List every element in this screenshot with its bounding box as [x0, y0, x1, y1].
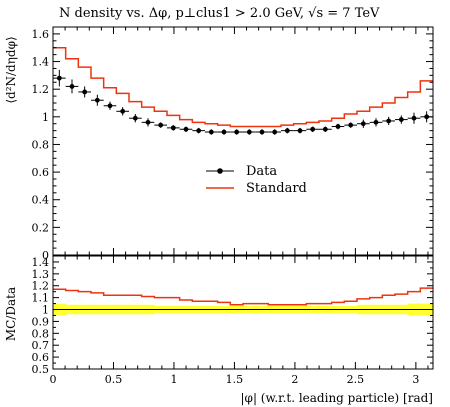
chart-title: N density vs. Δφ, p⊥clus1 > 2.0 GeV, √s …: [59, 6, 380, 21]
data-point-marker: [196, 128, 202, 134]
data-point: [319, 126, 332, 133]
data-point-marker: [56, 75, 62, 81]
top-y-tick-label: 1.4: [32, 56, 50, 69]
x-tick-label: 2.5: [347, 373, 365, 386]
data-point: [369, 118, 383, 127]
data-point-marker: [69, 84, 75, 89]
data-point: [230, 129, 243, 135]
top-y-tick-label: 1.6: [32, 28, 50, 41]
top-y-tick-label: 1.2: [32, 83, 50, 96]
data-point-marker: [82, 89, 88, 95]
data-point-marker: [132, 115, 138, 121]
data-point: [65, 79, 79, 94]
top-y-tick-label: 0.2: [32, 221, 50, 234]
data-point-marker: [170, 125, 176, 131]
standard-series-line: [53, 46, 433, 128]
ratio-y-tick-label: 1: [42, 304, 49, 317]
data-point: [306, 126, 320, 133]
data-point-marker: [373, 119, 379, 125]
data-point: [356, 119, 370, 128]
data-point-marker: [145, 119, 151, 125]
data-point-marker: [183, 126, 189, 132]
data-point: [205, 129, 218, 135]
legend: Data Standard: [206, 164, 307, 196]
ratio-y-tick-label: 1.3: [32, 268, 50, 281]
data-point: [129, 114, 142, 123]
data-point-marker: [297, 128, 303, 134]
data-point-marker: [284, 128, 290, 134]
data-point: [141, 118, 155, 127]
ratio-y-tick-label: 0.8: [32, 327, 50, 340]
top-panel-frame: [52, 26, 434, 256]
data-point-marker: [107, 103, 113, 109]
ratio-y-tick-label: 1.1: [32, 292, 50, 305]
data-point-marker: [272, 129, 278, 135]
top-y-tick-label: 0.6: [32, 166, 50, 179]
data-point-marker: [234, 129, 240, 135]
data-point-marker: [322, 126, 328, 132]
plot-layer: 00.20.40.60.811.21.41.60.50.60.70.80.911…: [32, 26, 434, 386]
data-point-marker: [259, 129, 265, 135]
ratio-y-tick-label: 0.9: [32, 315, 50, 328]
ratio-y-tick-label: 0.5: [32, 363, 50, 376]
data-point-marker: [221, 129, 227, 135]
top-panel-y-axis-label: ⟨d²N/dηdφ⟩: [4, 36, 18, 103]
x-tick-label: 0: [50, 373, 57, 386]
data-point: [116, 107, 130, 116]
data-point-marker: [386, 118, 392, 124]
data-point: [179, 126, 193, 133]
data-point: [90, 94, 104, 106]
data-point-marker: [310, 126, 316, 132]
data-point: [78, 86, 91, 98]
data-point: [243, 129, 256, 135]
ratio-y-tick-label: 1.2: [32, 280, 50, 293]
legend-standard-label: Standard: [246, 181, 307, 196]
data-point-marker: [120, 108, 126, 114]
data-point: [293, 127, 307, 134]
x-tick-label: 0.5: [105, 373, 123, 386]
legend-data-label: Data: [246, 164, 277, 179]
data-point-marker: [398, 117, 404, 122]
data-point: [344, 122, 357, 128]
data-point: [331, 123, 345, 130]
data-point-marker: [158, 122, 164, 128]
x-axis-label: |φ| (w.r.t. leading particle) [rad]: [241, 391, 434, 405]
data-point: [407, 112, 421, 124]
data-point: [268, 129, 281, 135]
top-y-tick-label: 1: [42, 111, 49, 124]
data-point: [395, 115, 408, 124]
data-point: [255, 129, 269, 135]
data-point-marker: [360, 121, 366, 127]
data-point: [166, 125, 180, 131]
data-point: [192, 127, 206, 134]
top-y-tick-label: 0.8: [32, 138, 50, 151]
x-tick-label: 3: [412, 373, 419, 386]
data-point-marker: [208, 129, 214, 135]
x-tick-label: 2: [291, 373, 298, 386]
ratio-standard-line: [53, 287, 433, 306]
x-tick-label: 1.5: [226, 373, 244, 386]
ratio-panel-frame: [52, 255, 434, 370]
data-point-marker: [94, 97, 100, 103]
top-y-tick-label: 0.4: [32, 194, 50, 207]
data-point: [154, 122, 167, 128]
data-point-marker: [411, 115, 417, 121]
data-point-marker: [348, 122, 354, 128]
data-point: [103, 101, 117, 110]
ratio-y-tick-label: 1.4: [32, 256, 50, 269]
data-point: [382, 116, 396, 126]
ratio-y-tick-label: 0.7: [32, 339, 50, 352]
data-point: [53, 69, 66, 87]
top-y-tick-label: 0: [42, 249, 49, 262]
legend-data-swatch-marker: [217, 168, 223, 174]
x-tick-label: 1: [170, 373, 177, 386]
ratio-panel-y-axis-label: MC/Data: [4, 287, 18, 341]
data-point: [217, 129, 231, 135]
ratio-y-tick-label: 0.6: [32, 351, 50, 364]
data-point-marker: [246, 129, 252, 135]
data-point-marker: [335, 124, 341, 129]
data-point: [280, 127, 294, 134]
